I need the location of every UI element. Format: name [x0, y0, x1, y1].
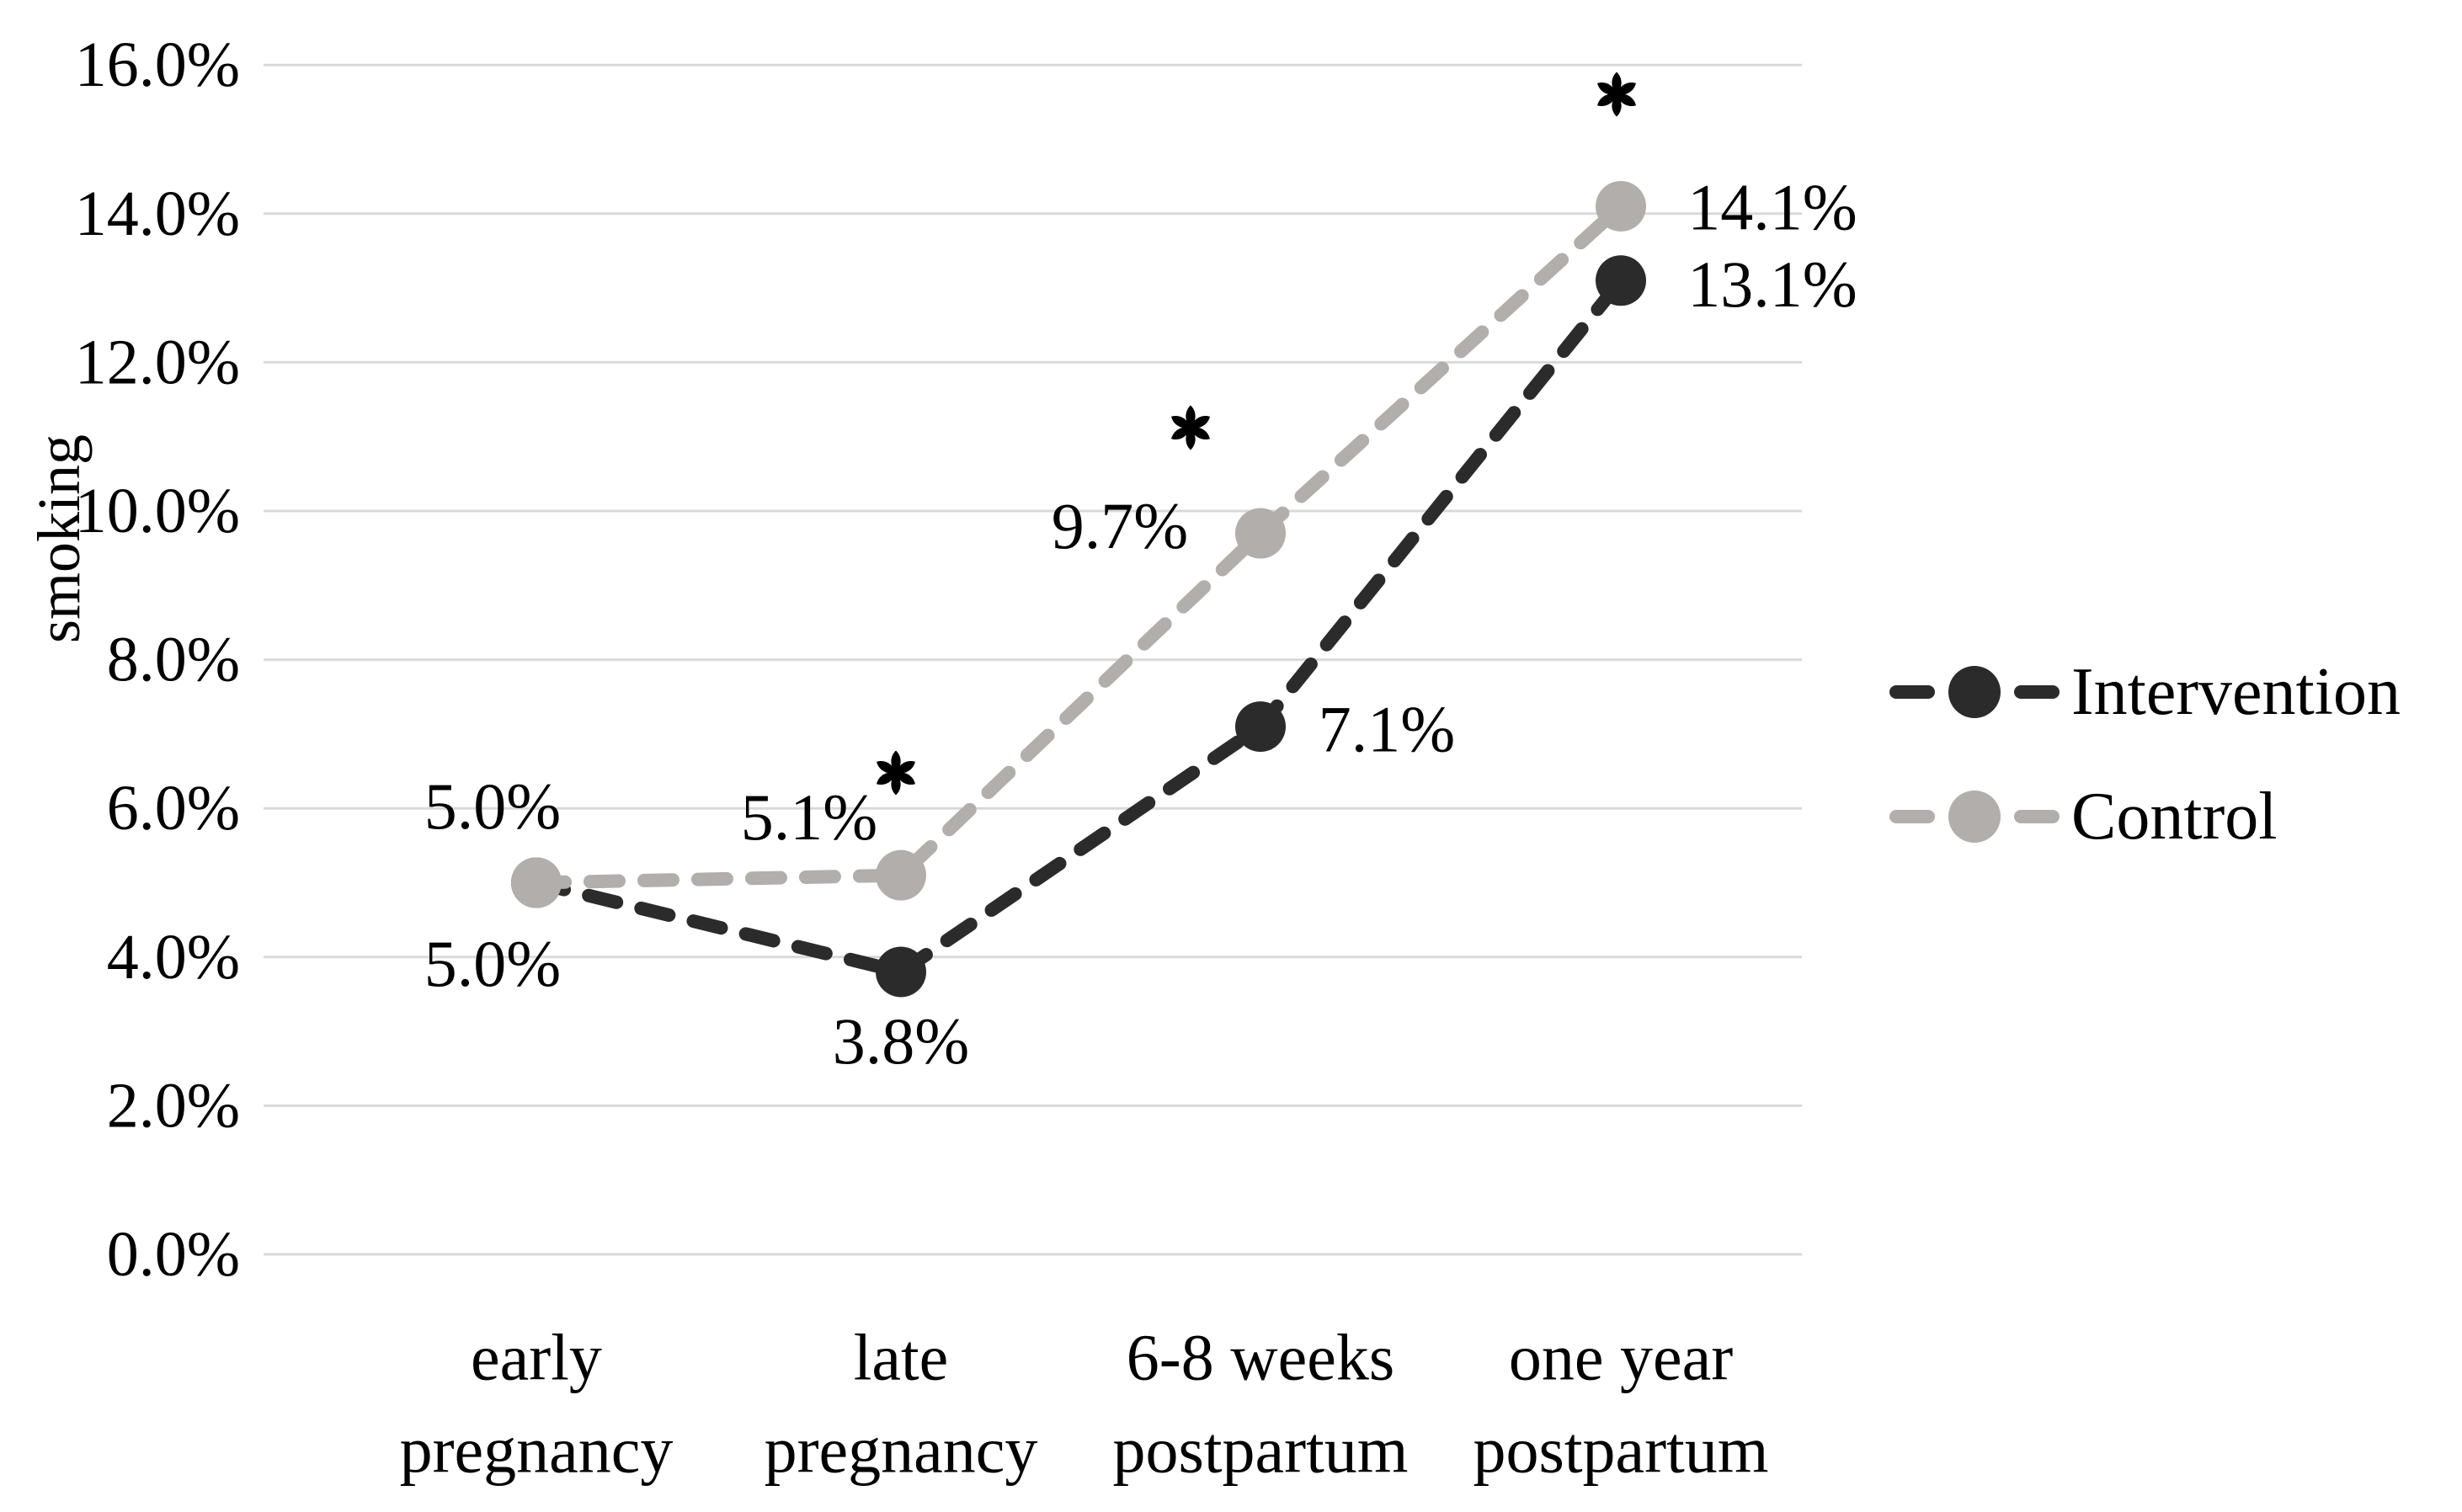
- data-label-intervention: 13.1%: [1687, 248, 1857, 321]
- data-point-marker-intervention: [876, 946, 926, 998]
- y-tick-label: 6.0%: [107, 773, 240, 844]
- asterisk-petal: [877, 761, 896, 774]
- asterisk-petal: [1191, 427, 1210, 439]
- asterisk-petal: [1597, 83, 1617, 95]
- asterisk-petal: [1597, 93, 1617, 106]
- y-tick-label: 10.0%: [75, 476, 240, 546]
- data-label-intervention: 7.1%: [1319, 693, 1455, 766]
- data-point-marker-intervention: [1596, 255, 1646, 306]
- series-line-control: [530, 199, 1628, 890]
- x-category-label: early: [471, 1321, 602, 1394]
- series-line-intervention: [530, 274, 1628, 979]
- data-point-marker-intervention: [1235, 701, 1286, 753]
- x-category-label: late: [854, 1321, 949, 1394]
- data-label-control: 9.7%: [1052, 489, 1188, 562]
- asterisk-petal: [896, 761, 915, 774]
- data-label-control: 14.1%: [1687, 170, 1857, 243]
- asterisk-petal: [891, 750, 901, 773]
- y-axis-tick-labels: 0.0% 2.0% 4.0% 6.0% 8.0% 10.0% 12.0% 14.0% 16.0%: [75, 29, 240, 1290]
- x-category-label: 6-8 weeks: [1127, 1321, 1394, 1394]
- legend-item-intervention: Intervention: [1889, 655, 2401, 729]
- y-tick-label: 0.0%: [107, 1219, 240, 1290]
- y-tick-label: 2.0%: [107, 1070, 240, 1141]
- asterisk-petal: [1186, 405, 1196, 428]
- asterisk-petal: [1171, 427, 1191, 439]
- x-category-label: postpartum: [1473, 1414, 1769, 1487]
- legend-item-control: Control: [1889, 780, 2277, 854]
- significance-asterisk: [1171, 405, 1210, 450]
- asterisk-petal: [1612, 94, 1622, 117]
- legend-marker-circle: [1948, 791, 2001, 843]
- y-tick-label: 12.0%: [75, 327, 240, 397]
- gridlines: [264, 63, 1802, 1256]
- legend: Intervention Control: [1889, 655, 2401, 854]
- significance-asterisk: [877, 750, 915, 796]
- significance-annotations: [877, 72, 1636, 796]
- x-axis-category-labels: early pregnancy late pregnancy 6-8 weeks post…: [400, 1321, 1769, 1487]
- y-tick-label: 16.0%: [75, 29, 240, 100]
- x-category-label: pregnancy: [400, 1414, 674, 1487]
- data-label-intervention: 5.0%: [424, 927, 561, 1000]
- y-tick-label: 14.0%: [75, 178, 240, 249]
- y-axis-title: smoking: [25, 434, 93, 643]
- asterisk-petal: [896, 772, 915, 785]
- asterisk-petal: [1617, 93, 1636, 106]
- data-label-control: 5.0%: [424, 769, 561, 843]
- x-category-label: postpartum: [1113, 1414, 1409, 1487]
- data-label-intervention: 3.8%: [833, 1004, 969, 1078]
- y-tick-label: 4.0%: [107, 922, 240, 993]
- data-label-control: 5.1%: [741, 780, 877, 854]
- asterisk-petal: [1171, 416, 1191, 429]
- y-tick-label: 8.0%: [107, 625, 240, 695]
- asterisk-petal: [1617, 83, 1636, 95]
- series-intervention: 5.0% 3.8% 7.1% 13.1%: [424, 248, 1857, 1078]
- asterisk-petal: [877, 772, 896, 785]
- legend-label: Intervention: [2071, 655, 2401, 729]
- asterisk-petal: [1191, 416, 1210, 429]
- series-control: 5.0% 5.1% 9.7% 14.1%: [424, 170, 1857, 908]
- significance-asterisk: [1597, 72, 1636, 117]
- data-point-marker-control: [1596, 180, 1646, 232]
- data-point-marker-control: [511, 857, 562, 908]
- x-category-label: pregnancy: [765, 1414, 1038, 1487]
- legend-label: Control: [2071, 780, 2277, 854]
- asterisk-petal: [891, 773, 901, 796]
- x-category-label: one year: [1509, 1321, 1733, 1394]
- asterisk-petal: [1186, 428, 1196, 450]
- data-point-marker-control: [1235, 508, 1286, 559]
- asterisk-petal: [1612, 72, 1622, 94]
- legend-marker-circle: [1948, 666, 2001, 718]
- data-point-marker-control: [876, 849, 926, 901]
